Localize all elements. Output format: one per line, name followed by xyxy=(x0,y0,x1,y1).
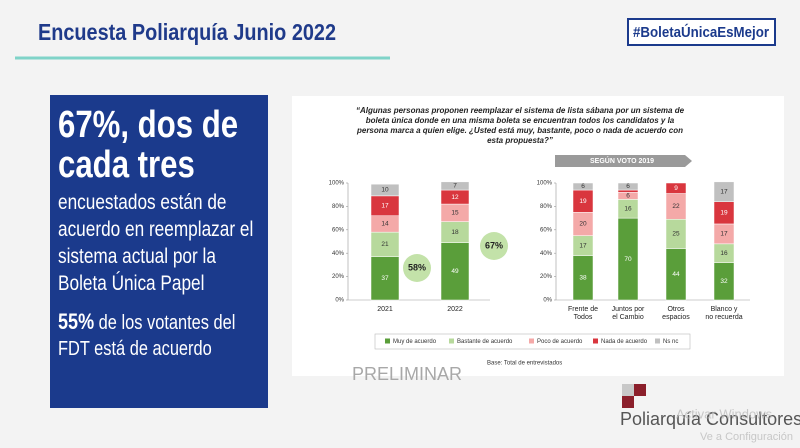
annotation: 58% xyxy=(408,262,426,272)
bar-segment xyxy=(665,182,687,194)
y-tick-label: 20% xyxy=(332,274,345,280)
data-label: 17 xyxy=(720,231,728,238)
legend-swatch xyxy=(449,338,454,344)
box-text: encuestados están de acuerdo en reemplaz… xyxy=(58,191,254,295)
bar-segment xyxy=(440,242,470,301)
x-tick-label: 2022 xyxy=(447,306,463,313)
stat-text: de los votantes del FDT está de acuerdo xyxy=(58,312,236,360)
watermark: PRELIMINAR xyxy=(352,364,462,384)
x-tick-label: Otros espacios xyxy=(662,306,690,321)
data-label: 16 xyxy=(720,250,728,257)
highlight-box: 67%, dos de cada tres encuestados están … xyxy=(50,95,268,408)
y-tick-label: 100% xyxy=(329,181,345,187)
data-label: 6 xyxy=(626,183,630,190)
y-tick-label: 60% xyxy=(332,227,345,233)
stat-line: 55% de los votantes del FDT está de acue… xyxy=(58,309,263,362)
data-label: 22 xyxy=(672,203,680,210)
y-tick-label: 80% xyxy=(332,204,345,210)
data-label: 17 xyxy=(381,203,389,210)
ribbon-text: SEGÚN VOTO 2019 xyxy=(590,156,654,165)
data-label: 17 xyxy=(720,188,728,195)
bar-segment xyxy=(370,231,400,257)
legend-swatch xyxy=(529,338,534,344)
bar-segment xyxy=(617,189,639,193)
data-label: 37 xyxy=(381,275,389,282)
bar-segment xyxy=(572,182,594,191)
logo-square xyxy=(634,384,646,396)
slide-title: Encuesta Poliarquía Junio 2022 xyxy=(38,19,336,45)
annotation: 67% xyxy=(485,240,503,250)
data-label: 20 xyxy=(579,221,587,228)
y-tick-label: 80% xyxy=(540,204,553,210)
data-label: 21 xyxy=(381,241,389,248)
bar-segment xyxy=(370,256,400,301)
data-label: 25 xyxy=(672,231,680,238)
data-label: 32 xyxy=(720,278,728,285)
x-tick-label: Frente de Todos xyxy=(568,306,598,321)
legend-label: Bastante de acuerdo xyxy=(457,339,513,345)
data-label: 17 xyxy=(579,242,587,249)
data-label: 70 xyxy=(624,256,632,263)
bar-segment xyxy=(713,181,735,202)
data-label: 10 xyxy=(381,187,389,194)
data-label: 44 xyxy=(672,271,680,278)
data-label: 15 xyxy=(451,210,459,217)
data-label: 19 xyxy=(579,198,587,205)
data-label: 49 xyxy=(451,268,459,275)
data-label: 38 xyxy=(579,274,587,281)
legend-swatch xyxy=(385,338,390,344)
legend-label: Nada de acuerdo xyxy=(601,339,648,345)
data-label: 12 xyxy=(451,194,459,201)
legend-label: Poco de acuerdo xyxy=(537,339,583,345)
headline: 67%, dos de cada tres xyxy=(58,104,239,186)
os-notice: Activar Windows xyxy=(676,406,773,421)
os-notice: Ve a Configuración xyxy=(700,431,793,443)
hashtag-box xyxy=(627,18,776,46)
data-label: 7 xyxy=(453,183,457,190)
data-label: 9 xyxy=(674,185,678,192)
y-tick-label: 60% xyxy=(540,227,553,233)
annotation-circle xyxy=(403,254,431,282)
y-tick-label: 0% xyxy=(335,298,344,304)
data-label: 14 xyxy=(381,221,389,228)
bar-segment xyxy=(617,182,639,191)
y-tick-label: 0% xyxy=(543,298,552,304)
y-tick-label: 20% xyxy=(540,274,553,280)
data-label: 19 xyxy=(720,210,728,217)
data-label: 6 xyxy=(626,193,630,200)
annotation-circle xyxy=(480,232,508,260)
bar-segment xyxy=(370,183,400,197)
base-note: Base: Total de entrevistados xyxy=(487,361,562,367)
x-tick-label: 2021 xyxy=(377,306,393,313)
x-tick-label: Juntos por el Cambio xyxy=(612,306,645,321)
legend-swatch xyxy=(593,338,598,344)
data-label: 16 xyxy=(624,205,632,212)
logo-text: Poliarquía Consultores xyxy=(620,409,800,429)
ribbon xyxy=(555,155,692,167)
x-tick-label: Blanco y no recuerda xyxy=(705,306,742,321)
data-label: 18 xyxy=(451,229,459,236)
logo-square xyxy=(622,384,634,396)
box-content: 67%, dos de cada tres encuestados están … xyxy=(58,105,263,362)
y-tick-label: 40% xyxy=(332,251,345,257)
y-tick-label: 100% xyxy=(537,181,553,187)
stat: 55% xyxy=(58,309,95,334)
legend-label: Ns nc xyxy=(663,339,678,345)
hashtag: #BoletaÚnicaEsMejor xyxy=(633,23,769,41)
data-label: 6 xyxy=(581,183,585,190)
bar-segment xyxy=(440,181,470,191)
question: “Algunas personas proponen reemplazar el… xyxy=(355,106,685,145)
y-tick-label: 40% xyxy=(540,251,553,257)
logo-square xyxy=(622,396,634,408)
legend-label: Muy de acuerdo xyxy=(393,339,437,345)
legend-swatch xyxy=(655,338,660,344)
